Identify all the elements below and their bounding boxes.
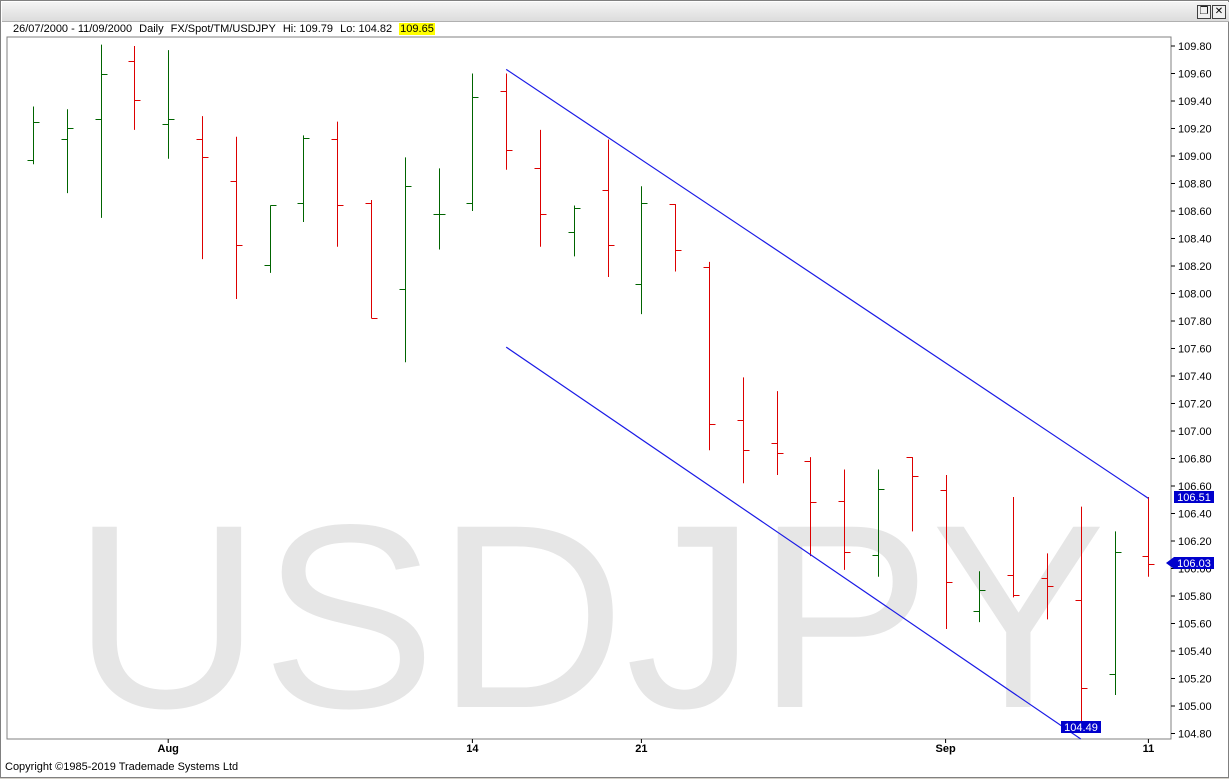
x-tick-label: 21 [635,743,647,755]
ohlc-bar [27,106,40,165]
y-tick-label: 106.20 [1178,536,1212,548]
ohlc-bar [1041,553,1054,620]
chart-info-bar: 26/07/2000 - 11/09/2000 Daily FX/Spot/TM… [13,22,439,36]
y-tick-label: 108.40 [1178,234,1212,246]
ohlc-bar [331,121,344,247]
price-tag-label: 106.03 [1177,558,1211,570]
date-range: 26/07/2000 - 11/09/2000 [13,23,133,35]
plot-border [6,36,1172,740]
y-tick-label: 109.40 [1178,96,1212,108]
restore-window-button[interactable]: ❐ [1197,5,1211,19]
ohlc-bar [1007,497,1020,598]
hi-value: 109.79 [299,23,334,35]
y-tick-label: 107.80 [1178,316,1212,328]
close-window-button[interactable]: ✕ [1212,5,1226,19]
y-tick-label: 108.00 [1178,289,1212,301]
ohlc-bar [534,129,547,247]
price-tag-box [1174,557,1214,569]
ohlc-bar [973,571,986,623]
copyright-notice: Copyright ©1985-2019 Trademade Systems L… [5,761,239,773]
y-tick-label: 107.60 [1178,344,1212,356]
ohlc-bar [669,204,682,272]
y-tick-label: 106.40 [1178,509,1212,521]
ohlc-bar [568,205,581,257]
ohlc-bar [635,186,648,315]
y-tick-label: 104.80 [1178,729,1212,741]
price-tag-label: 106.51 [1177,492,1211,504]
ohlc-bar [399,157,412,363]
price-tag-box [1174,491,1214,503]
price-tag-arrow [1166,557,1174,569]
y-tick-label: 108.80 [1178,179,1212,191]
ohlc-bar [61,109,74,194]
y-tick-label: 109.60 [1178,69,1212,81]
ohlc-bars [27,44,1155,728]
ohlc-bar [737,377,750,484]
ohlc-bar [838,469,851,570]
y-tick-label: 105.00 [1178,701,1212,713]
price-tag-label: 104.49 [1064,722,1098,734]
price-tag: 106.51 [1174,491,1214,504]
price-tag: 104.49 [1061,721,1101,734]
y-tick-label: 108.60 [1178,206,1212,218]
ohlc-bar [602,139,615,277]
axes-layer: 109.80 109.60 109.40 109.20 109.00 108.80 108.… [6,36,1212,755]
ohlc-bar [1109,531,1122,695]
period-label: Daily [139,23,164,35]
ohlc-bar [264,205,277,273]
ohlc-bar [196,116,209,260]
ohlc-bar [162,50,175,159]
hi-label: Hi: [282,23,297,35]
y-tick-label: 105.60 [1178,619,1212,631]
y-tick-label: 105.20 [1178,674,1212,686]
y-tick-label: 109.80 [1178,41,1212,53]
trend-channel [505,68,1149,740]
ohlc-bar [872,469,885,577]
ohlc-bar [500,73,513,170]
ohlc-bar [1075,506,1088,728]
ohlc-bar [940,475,953,629]
ohlc-bar [128,46,141,130]
price-tag-box [1061,721,1101,733]
ohlc-bar [906,457,919,532]
y-tick-label: 106.60 [1178,481,1212,493]
ohlc-bar [466,73,479,211]
ohlc-bar [433,168,446,250]
x-tick-label: 11 [1143,743,1155,755]
y-tick-label: 107.00 [1178,426,1212,438]
price-tags: 106.51 106.03 104.49 [1061,491,1214,734]
lo-value: 104.82 [358,23,393,35]
symbol-watermark: USDJPY [72,470,1106,763]
channel-line [505,346,1082,740]
x-tick-label: Aug [158,743,179,755]
window-titlebar: ❐ ✕ [2,2,1229,22]
y-tick-label: 107.20 [1178,399,1212,411]
y-tick-label: 107.40 [1178,371,1212,383]
ohlc-bar [1142,497,1155,577]
y-tick-label: 105.40 [1178,646,1212,658]
ohlc-bar [365,200,378,319]
price-tag: 106.03 [1166,557,1214,570]
last-price-highlight: 109.65 [399,23,435,35]
y-tick-label: 109.20 [1178,124,1212,136]
y-tick-label: 108.20 [1178,261,1212,273]
symbol-label: FX/Spot/TM/USDJPY [170,23,276,35]
ohlc-bar [703,261,716,451]
ohlc-bar [230,136,243,299]
lo-label: Lo: [340,23,356,35]
ohlc-bar [804,457,817,557]
y-tick-label: 106.80 [1178,454,1212,466]
ohlc-bar [771,391,784,475]
channel-line [505,68,1149,499]
x-tick-label: 14 [466,743,479,755]
y-tick-label: 105.80 [1178,591,1212,603]
x-tick-label: Sep [936,743,956,755]
y-tick-label: 109.00 [1178,151,1212,163]
ohlc-bar [297,135,310,222]
ohlc-bar [95,44,108,218]
